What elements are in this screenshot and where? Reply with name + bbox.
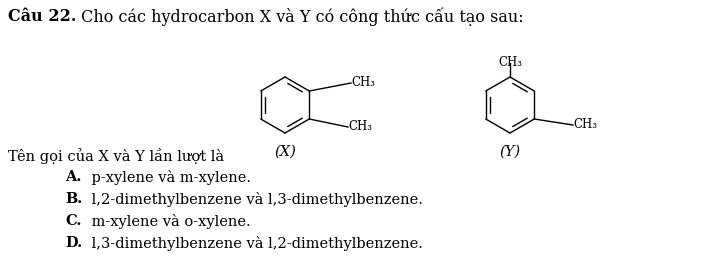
- Text: C.: C.: [65, 214, 81, 228]
- Text: (X): (X): [274, 145, 296, 159]
- Text: CH₃: CH₃: [351, 76, 375, 89]
- Text: l,3-dimethylbenzene và l,2-dimethylbenzene.: l,3-dimethylbenzene và l,2-dimethylbenze…: [87, 236, 423, 251]
- Text: CH₃: CH₃: [348, 121, 372, 134]
- Text: Tên gọi của X và Y lần lượt là: Tên gọi của X và Y lần lượt là: [8, 148, 224, 164]
- Text: D.: D.: [65, 236, 82, 250]
- Text: p-xylene và m-xylene.: p-xylene và m-xylene.: [87, 170, 251, 185]
- Text: Cho các hydrocarbon X và Y có công thức cấu tạo sau:: Cho các hydrocarbon X và Y có công thức …: [76, 8, 523, 27]
- Text: A.: A.: [65, 170, 81, 184]
- Text: Câu 22.: Câu 22.: [8, 8, 76, 25]
- Text: l,2-dimethylbenzene và l,3-dimethylbenzene.: l,2-dimethylbenzene và l,3-dimethylbenze…: [87, 192, 423, 207]
- Text: B.: B.: [65, 192, 82, 206]
- Text: (Y): (Y): [500, 145, 521, 159]
- Text: CH₃: CH₃: [573, 118, 597, 131]
- Text: CH₃: CH₃: [498, 56, 522, 69]
- Text: m-xylene và o-xylene.: m-xylene và o-xylene.: [87, 214, 251, 229]
